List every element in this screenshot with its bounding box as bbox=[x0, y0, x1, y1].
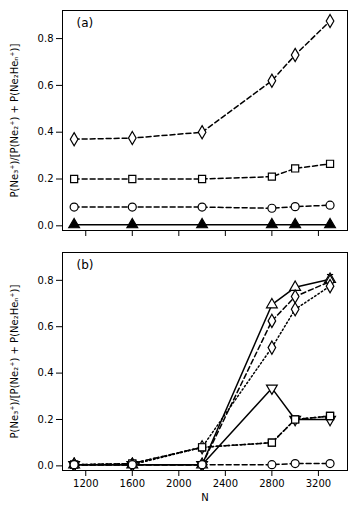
svg-text:0.8: 0.8 bbox=[38, 275, 54, 286]
svg-text:2000: 2000 bbox=[166, 478, 191, 489]
svg-text:1600: 1600 bbox=[120, 478, 145, 489]
svg-text:2400: 2400 bbox=[213, 478, 238, 489]
svg-text:(b): (b) bbox=[77, 258, 94, 272]
svg-text:0.6: 0.6 bbox=[38, 321, 54, 332]
svg-text:0.4: 0.4 bbox=[38, 126, 54, 137]
svg-text:3200: 3200 bbox=[306, 478, 331, 489]
svg-text:2800: 2800 bbox=[259, 478, 284, 489]
svg-text:0.4: 0.4 bbox=[38, 367, 54, 378]
svg-text:0.8: 0.8 bbox=[38, 33, 54, 44]
svg-text:0.6: 0.6 bbox=[38, 80, 54, 91]
svg-text:1200: 1200 bbox=[73, 478, 98, 489]
svg-text:0.2: 0.2 bbox=[38, 414, 54, 425]
svg-text:0.2: 0.2 bbox=[38, 173, 54, 184]
svg-text:P(Ne₃⁺)/[P(Ne₂⁺) + P(Ne₂Heₙ⁺)]: P(Ne₃⁺)/[P(Ne₂⁺) + P(Ne₂Heₙ⁺)] bbox=[9, 43, 20, 197]
svg-text:N: N bbox=[201, 492, 208, 503]
svg-text:0.0: 0.0 bbox=[38, 220, 54, 231]
svg-text:P(Ne₃⁺)/[P(Ne₂⁺) + P(Ne₂Heₙ⁺)]: P(Ne₃⁺)/[P(Ne₂⁺) + P(Ne₂Heₙ⁺)] bbox=[9, 284, 20, 438]
svg-text:(a): (a) bbox=[77, 16, 94, 30]
svg-text:0.0: 0.0 bbox=[38, 460, 54, 471]
